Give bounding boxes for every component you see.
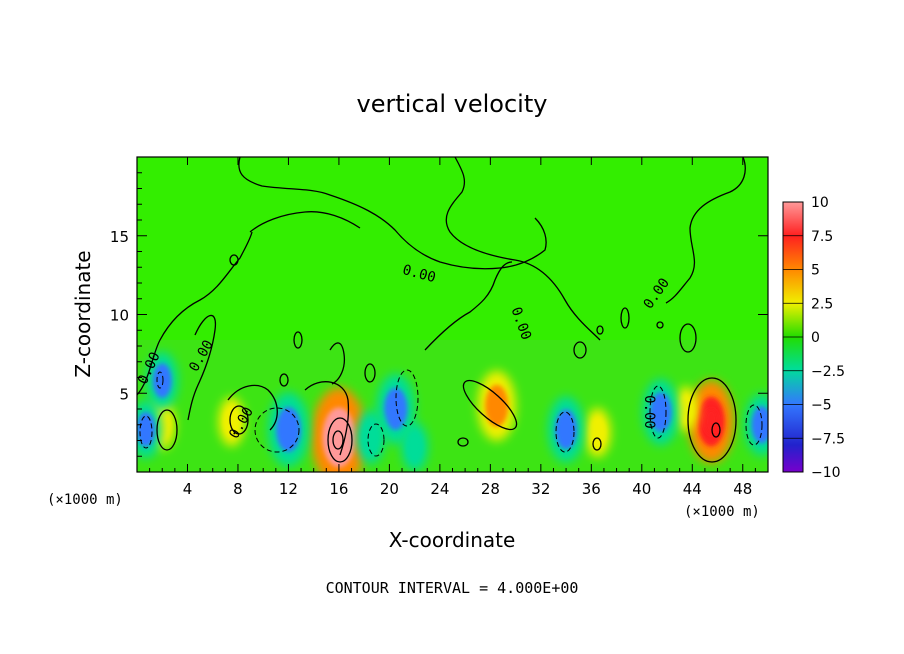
field-blob-peak — [704, 408, 719, 435]
y-axis-label: Z-coordinate — [71, 250, 95, 377]
x-tick-label: 4 — [183, 480, 193, 498]
colorbar-tick-label: 2.5 — [811, 296, 833, 312]
negative-contours — [139, 369, 763, 457]
field-blob-core — [384, 387, 408, 431]
x-unit-right: (×1000 m) — [684, 504, 760, 520]
field-blob-core — [276, 407, 301, 452]
x-tick-label: 36 — [582, 480, 601, 498]
field-blob-core — [223, 406, 240, 437]
x-tick-label: 12 — [279, 480, 298, 498]
x-tick-label: 8 — [233, 480, 243, 498]
x-tick-label: 20 — [380, 480, 399, 498]
x-tick-label: 28 — [481, 480, 500, 498]
y-tick-label: 5 — [119, 385, 129, 403]
x-tick-label: 16 — [329, 480, 348, 498]
field-blob-core — [152, 363, 172, 398]
chart-title: vertical velocity — [357, 90, 548, 118]
colorbar-ticks: 10 7.5 5 2.5 0 −2.5 −5 −7.5 −10 — [783, 195, 845, 481]
x-axis: 4 8 12 16 20 24 28 32 36 40 44 48 — [149, 157, 756, 498]
colorbar-tick-label: −7.5 — [811, 431, 845, 447]
field-blob-core — [361, 421, 380, 454]
x-unit-left: (×1000 m) — [47, 492, 123, 508]
colorbar-tick-label: −2.5 — [811, 364, 845, 380]
x-tick-label: 40 — [632, 480, 651, 498]
contour-interval-note: CONTOUR INTERVAL = 4.000E+00 — [326, 579, 579, 597]
x-axis-label: X-coordinate — [389, 528, 516, 552]
y-tick-label: 15 — [110, 228, 129, 246]
colorbar-tick-label: 0 — [811, 330, 820, 346]
colorbar-tick-label: −10 — [811, 465, 841, 481]
velocity-field — [137, 351, 768, 472]
x-tick-label: 24 — [430, 480, 449, 498]
y-axis: 5 10 15 — [110, 172, 768, 457]
y-tick-label: 10 — [110, 307, 129, 325]
colorbar-tick-label: 7.5 — [811, 229, 833, 245]
field-blob-core — [485, 384, 509, 427]
colorbar-tick-label: 5 — [811, 263, 820, 279]
x-tick-label: 32 — [531, 480, 550, 498]
contour-label: 0.00 — [641, 395, 657, 429]
field-blob-core — [137, 412, 156, 447]
field-blob-core — [555, 409, 577, 450]
x-tick-label: 44 — [683, 480, 702, 498]
field-blob-core — [751, 406, 768, 444]
field-blob-core — [589, 417, 606, 448]
x-tick-label: 48 — [733, 480, 752, 498]
zero-contours — [137, 157, 746, 463]
field-blob-core — [649, 392, 672, 432]
colorbar-tick-label: −5 — [811, 398, 832, 414]
colorbar-tick-label: 10 — [811, 195, 829, 211]
field-blob-core — [406, 432, 423, 462]
